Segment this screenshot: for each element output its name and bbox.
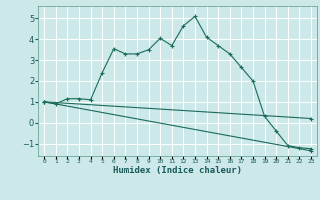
X-axis label: Humidex (Indice chaleur): Humidex (Indice chaleur) — [113, 166, 242, 175]
